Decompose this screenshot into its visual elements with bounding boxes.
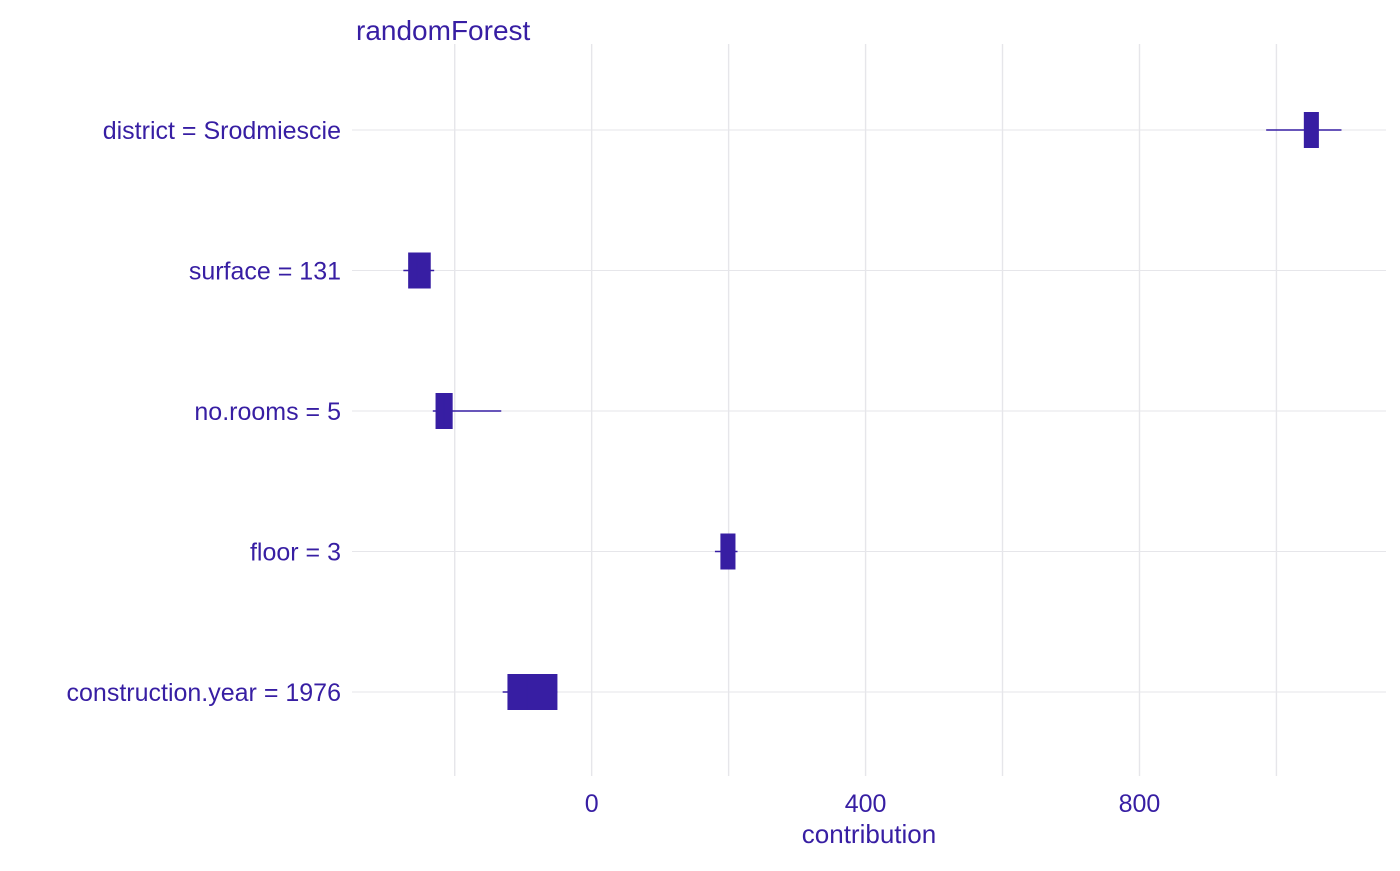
box	[507, 674, 558, 710]
y-tick-label: district = Srodmiescie	[103, 117, 341, 145]
x-axis-label: contribution	[801, 819, 937, 849]
y-tick-label: surface = 131	[189, 258, 341, 286]
y-tick-label: floor = 3	[250, 539, 341, 567]
chart-title: randomForest	[356, 15, 531, 46]
y-tick-label: no.rooms = 5	[194, 398, 341, 426]
y-tick-label: construction.year = 1976	[67, 679, 341, 707]
x-tick-label: 400	[845, 790, 887, 818]
box	[720, 533, 736, 570]
x-tick-label: 0	[585, 790, 599, 818]
x-tick-label: 800	[1119, 790, 1161, 818]
box	[408, 252, 431, 289]
box	[1303, 112, 1319, 148]
